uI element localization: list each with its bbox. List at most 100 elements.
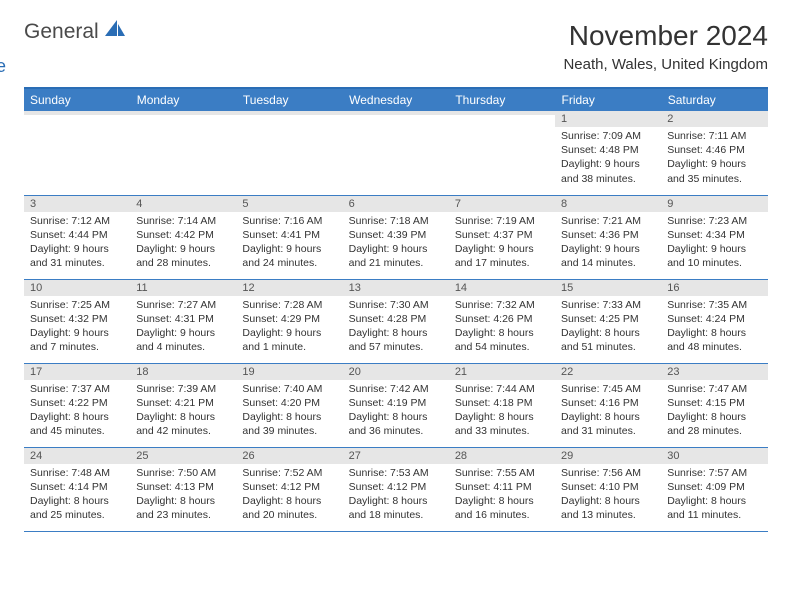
day-number: 14 xyxy=(449,280,555,296)
day-data-line: Sunset: 4:36 PM xyxy=(561,228,655,242)
day-data-line: Daylight: 9 hours xyxy=(667,242,761,256)
day-data-line: Sunrise: 7:45 AM xyxy=(561,382,655,396)
calendar-cell xyxy=(449,111,555,195)
calendar-cell: 3Sunrise: 7:12 AMSunset: 4:44 PMDaylight… xyxy=(24,195,130,279)
calendar-cell xyxy=(130,111,236,195)
day-data-line: Daylight: 9 hours xyxy=(455,242,549,256)
day-data: Sunrise: 7:42 AMSunset: 4:19 PMDaylight:… xyxy=(343,380,449,445)
calendar-row: 10Sunrise: 7:25 AMSunset: 4:32 PMDayligh… xyxy=(24,279,768,363)
day-data-line: Sunrise: 7:27 AM xyxy=(136,298,230,312)
day-data-line: Sunset: 4:46 PM xyxy=(667,143,761,157)
day-data-line: Sunrise: 7:48 AM xyxy=(30,466,124,480)
day-data-line: Daylight: 9 hours xyxy=(242,326,336,340)
day-data-line: and 25 minutes. xyxy=(30,508,124,522)
day-data: Sunrise: 7:21 AMSunset: 4:36 PMDaylight:… xyxy=(555,212,661,277)
day-data-line: and 33 minutes. xyxy=(455,424,549,438)
day-data-line: and 31 minutes. xyxy=(30,256,124,270)
day-number: 25 xyxy=(130,448,236,464)
day-data-line: and 54 minutes. xyxy=(455,340,549,354)
day-data-line: Daylight: 8 hours xyxy=(242,494,336,508)
day-data: Sunrise: 7:14 AMSunset: 4:42 PMDaylight:… xyxy=(130,212,236,277)
day-data-line: Sunset: 4:21 PM xyxy=(136,396,230,410)
day-data-line: Daylight: 8 hours xyxy=(349,326,443,340)
day-data-line: Sunset: 4:24 PM xyxy=(667,312,761,326)
day-data-line: Daylight: 8 hours xyxy=(667,494,761,508)
day-number: 4 xyxy=(130,196,236,212)
day-data-line: Sunrise: 7:53 AM xyxy=(349,466,443,480)
day-data-line: and 13 minutes. xyxy=(561,508,655,522)
day-data-line: and 23 minutes. xyxy=(136,508,230,522)
day-number: 11 xyxy=(130,280,236,296)
day-data-line: Daylight: 9 hours xyxy=(561,242,655,256)
calendar-cell: 6Sunrise: 7:18 AMSunset: 4:39 PMDaylight… xyxy=(343,195,449,279)
day-data-line: Daylight: 8 hours xyxy=(561,326,655,340)
day-data-line: Daylight: 8 hours xyxy=(667,326,761,340)
day-data-line: Sunset: 4:25 PM xyxy=(561,312,655,326)
day-data: Sunrise: 7:40 AMSunset: 4:20 PMDaylight:… xyxy=(236,380,342,445)
logo-text-blue: Blue xyxy=(0,57,127,75)
day-number: 22 xyxy=(555,364,661,380)
day-data: Sunrise: 7:44 AMSunset: 4:18 PMDaylight:… xyxy=(449,380,555,445)
day-data-line: Sunrise: 7:28 AM xyxy=(242,298,336,312)
day-data-line: Sunrise: 7:52 AM xyxy=(242,466,336,480)
day-data-line: Daylight: 8 hours xyxy=(136,410,230,424)
day-number: 17 xyxy=(24,364,130,380)
day-data-line: Daylight: 8 hours xyxy=(561,494,655,508)
calendar-cell: 2Sunrise: 7:11 AMSunset: 4:46 PMDaylight… xyxy=(661,111,767,195)
day-number: 26 xyxy=(236,448,342,464)
day-number: 28 xyxy=(449,448,555,464)
calendar-cell: 8Sunrise: 7:21 AMSunset: 4:36 PMDaylight… xyxy=(555,195,661,279)
day-data-line: Sunrise: 7:35 AM xyxy=(667,298,761,312)
day-data-line: Daylight: 9 hours xyxy=(136,326,230,340)
day-data-line: Daylight: 8 hours xyxy=(30,410,124,424)
day-data-line: and 18 minutes. xyxy=(349,508,443,522)
day-data xyxy=(449,115,555,123)
weekday-header: Monday xyxy=(130,88,236,111)
day-data-line: and 45 minutes. xyxy=(30,424,124,438)
day-data-line: Sunset: 4:19 PM xyxy=(349,396,443,410)
day-data: Sunrise: 7:50 AMSunset: 4:13 PMDaylight:… xyxy=(130,464,236,529)
day-data: Sunrise: 7:57 AMSunset: 4:09 PMDaylight:… xyxy=(661,464,767,529)
day-number: 9 xyxy=(661,196,767,212)
day-data-line: Sunrise: 7:32 AM xyxy=(455,298,549,312)
day-number: 19 xyxy=(236,364,342,380)
day-data-line: Sunset: 4:11 PM xyxy=(455,480,549,494)
calendar-cell: 24Sunrise: 7:48 AMSunset: 4:14 PMDayligh… xyxy=(24,447,130,531)
day-data-line: Sunset: 4:31 PM xyxy=(136,312,230,326)
calendar-table: SundayMondayTuesdayWednesdayThursdayFrid… xyxy=(24,87,768,532)
day-data-line: and 16 minutes. xyxy=(455,508,549,522)
day-data-line: Sunset: 4:16 PM xyxy=(561,396,655,410)
calendar-cell: 25Sunrise: 7:50 AMSunset: 4:13 PMDayligh… xyxy=(130,447,236,531)
calendar-cell: 7Sunrise: 7:19 AMSunset: 4:37 PMDaylight… xyxy=(449,195,555,279)
calendar-cell: 5Sunrise: 7:16 AMSunset: 4:41 PMDaylight… xyxy=(236,195,342,279)
day-data-line: Daylight: 8 hours xyxy=(455,494,549,508)
day-number: 29 xyxy=(555,448,661,464)
day-data-line: and 4 minutes. xyxy=(136,340,230,354)
day-data-line: and 7 minutes. xyxy=(30,340,124,354)
day-data xyxy=(236,115,342,123)
day-data: Sunrise: 7:35 AMSunset: 4:24 PMDaylight:… xyxy=(661,296,767,361)
location-text: Neath, Wales, United Kingdom xyxy=(563,56,768,73)
day-data: Sunrise: 7:32 AMSunset: 4:26 PMDaylight:… xyxy=(449,296,555,361)
day-data-line: and 35 minutes. xyxy=(667,172,761,186)
day-data-line: and 20 minutes. xyxy=(242,508,336,522)
logo-text-general: General xyxy=(24,20,99,43)
day-data-line: and 31 minutes. xyxy=(561,424,655,438)
day-data-line: Daylight: 9 hours xyxy=(30,326,124,340)
day-data-line: Daylight: 9 hours xyxy=(242,242,336,256)
day-data: Sunrise: 7:11 AMSunset: 4:46 PMDaylight:… xyxy=(661,127,767,192)
day-number: 2 xyxy=(661,111,767,127)
day-data: Sunrise: 7:53 AMSunset: 4:12 PMDaylight:… xyxy=(343,464,449,529)
calendar-cell xyxy=(343,111,449,195)
day-data: Sunrise: 7:12 AMSunset: 4:44 PMDaylight:… xyxy=(24,212,130,277)
day-number: 7 xyxy=(449,196,555,212)
day-data-line: and 10 minutes. xyxy=(667,256,761,270)
calendar-cell: 30Sunrise: 7:57 AMSunset: 4:09 PMDayligh… xyxy=(661,447,767,531)
day-number: 16 xyxy=(661,280,767,296)
day-number: 27 xyxy=(343,448,449,464)
day-number: 23 xyxy=(661,364,767,380)
day-data: Sunrise: 7:25 AMSunset: 4:32 PMDaylight:… xyxy=(24,296,130,361)
day-data-line: Sunset: 4:12 PM xyxy=(349,480,443,494)
weekday-header-row: SundayMondayTuesdayWednesdayThursdayFrid… xyxy=(24,88,768,111)
day-data: Sunrise: 7:37 AMSunset: 4:22 PMDaylight:… xyxy=(24,380,130,445)
